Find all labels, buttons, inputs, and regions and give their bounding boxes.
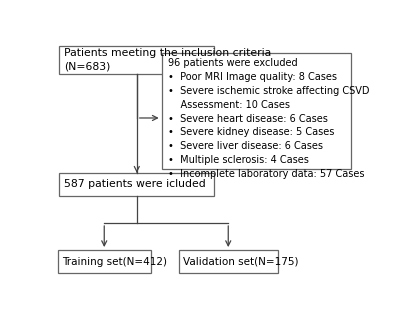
FancyBboxPatch shape (179, 250, 278, 273)
Text: Validation set(N=175): Validation set(N=175) (183, 257, 299, 266)
FancyBboxPatch shape (58, 250, 151, 273)
FancyBboxPatch shape (59, 173, 214, 196)
FancyBboxPatch shape (59, 45, 214, 74)
Text: Training set(N=412): Training set(N=412) (62, 257, 168, 266)
Text: 96 patients were excluded
•  Poor MRI Image quality: 8 Cases
•  Severe ischemic : 96 patients were excluded • Poor MRI Ima… (168, 58, 369, 179)
Text: Patients meeting the inclusion criteria
(N=683): Patients meeting the inclusion criteria … (64, 48, 271, 71)
Text: 587 patients were icluded: 587 patients were icluded (64, 179, 206, 190)
FancyBboxPatch shape (162, 53, 351, 169)
